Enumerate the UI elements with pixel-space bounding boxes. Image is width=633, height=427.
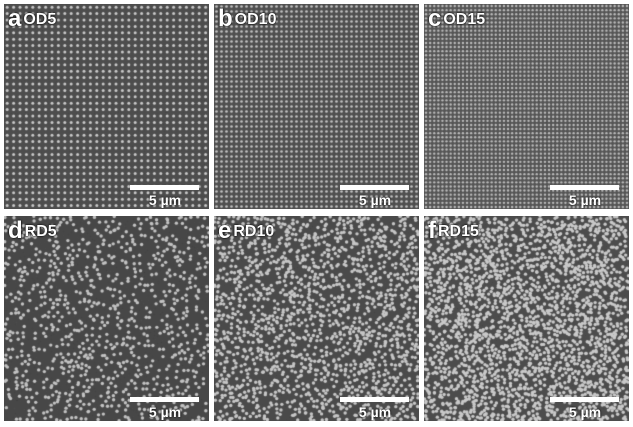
panel-name: OD5 (23, 11, 57, 28)
scale-bar-label: 5 µm (148, 192, 182, 208)
scale-bar (340, 185, 409, 190)
scale-bar (550, 397, 619, 402)
panel-letter: d (8, 217, 23, 244)
panel-letter: c (428, 5, 442, 32)
panel-label: f RD15 (428, 218, 479, 245)
panel-label: c OD15 (428, 6, 485, 33)
sem-image-od5 (4, 4, 209, 209)
sem-image-rd10 (214, 216, 419, 421)
scale-bar (340, 397, 409, 402)
panel-name: OD10 (234, 11, 277, 28)
scale-bar-label: 5 µm (148, 404, 182, 420)
panel-name: RD15 (438, 223, 479, 240)
panel-letter: f (428, 217, 436, 244)
scale-bar-label: 5 µm (568, 192, 602, 208)
panel-letter: a (8, 5, 22, 32)
panel-label: b OD10 (218, 6, 276, 33)
scale-bar-label: 5 µm (358, 192, 392, 208)
sem-image-od10 (214, 4, 419, 209)
panel-label: e RD10 (218, 218, 274, 245)
panel-d: d RD5 5 µm (4, 216, 209, 421)
panel-letter: b (218, 5, 233, 32)
panel-e: e RD10 5 µm (214, 216, 419, 421)
panel-c: c OD15 5 µm (424, 4, 629, 209)
sem-image-rd5 (4, 216, 209, 421)
scale-bar (550, 185, 619, 190)
panel-label: d RD5 (8, 218, 57, 245)
panel-a: a OD5 5 µm (4, 4, 209, 209)
sem-image-od15 (424, 4, 629, 209)
panel-label: a OD5 (8, 6, 56, 33)
sem-image-rd15 (424, 216, 629, 421)
panel-b: b OD10 5 µm (214, 4, 419, 209)
panel-name: OD15 (443, 11, 486, 28)
scale-bar-label: 5 µm (568, 404, 602, 420)
scale-bar-label: 5 µm (358, 404, 392, 420)
scale-bar (130, 185, 199, 190)
panel-name: RD10 (233, 223, 275, 240)
scale-bar (130, 397, 199, 402)
panel-name: RD5 (24, 223, 57, 240)
panel-f: f RD15 5 µm (424, 216, 629, 421)
panel-letter: e (218, 217, 232, 244)
